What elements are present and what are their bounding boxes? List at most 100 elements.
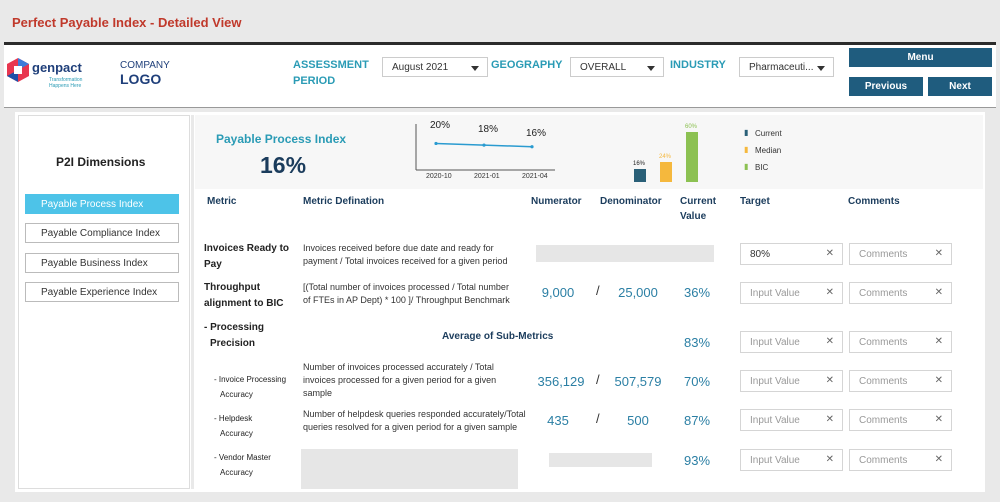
- trend-point: [530, 145, 534, 149]
- sidebar-divider: [191, 115, 194, 489]
- legend-bic: BIC: [755, 163, 769, 172]
- close-icon[interactable]: ✕: [934, 248, 943, 259]
- comments-input[interactable]: Comments ✕: [849, 409, 952, 431]
- legend-median: Median: [755, 146, 782, 155]
- chevron-down-icon: [817, 66, 825, 71]
- col-header-comments: Comments: [848, 196, 900, 207]
- x-tick-label: 2020-10: [426, 173, 452, 180]
- col-header-metric: Metric: [207, 196, 237, 207]
- geography-select[interactable]: OVERALL: [570, 57, 664, 77]
- numerator-value: 435: [547, 413, 569, 428]
- genpact-tagline: Transformation Happens Here: [49, 77, 83, 89]
- target-input[interactable]: 80% ✕: [740, 243, 843, 265]
- current-value: 70%: [683, 374, 711, 389]
- header-bar: genpact Transformation Happens Here COMP…: [4, 42, 996, 108]
- summary-panel: [195, 115, 983, 189]
- col-header-current-value: Current Value: [680, 196, 717, 222]
- close-icon[interactable]: ✕: [825, 414, 834, 425]
- sidebar-item-payable-process-index[interactable]: Payable Process Index: [25, 194, 179, 214]
- legend-current: Current: [755, 129, 782, 138]
- chevron-down-icon: [471, 66, 479, 71]
- page-title: Perfect Payable Index - Detailed View: [12, 15, 242, 30]
- previous-button[interactable]: Previous: [849, 77, 923, 96]
- bar-label-bic: 60%: [685, 123, 698, 130]
- close-icon[interactable]: ✕: [934, 287, 943, 298]
- bar-median: [660, 161, 672, 182]
- close-icon[interactable]: ✕: [934, 454, 943, 465]
- close-icon[interactable]: ✕: [934, 414, 943, 425]
- bar-label-current: 16%: [633, 160, 646, 167]
- col-header-definition: Metric Defination: [303, 196, 385, 207]
- bar-chart-icon: ▮: [744, 145, 749, 154]
- company-logo-bottom: LOGO: [120, 71, 162, 87]
- genpact-logo-text: genpact: [32, 60, 82, 75]
- trend-point: [434, 141, 438, 146]
- bar-chart-icon: ▮: [744, 128, 749, 137]
- current-value: 83%: [683, 335, 711, 350]
- divider-slash: /: [596, 283, 600, 298]
- next-button[interactable]: Next: [928, 77, 992, 96]
- close-icon[interactable]: ✕: [825, 248, 834, 259]
- divider-slash: /: [596, 372, 600, 387]
- trend-line-chart: [415, 124, 555, 171]
- target-input[interactable]: Input Value ✕: [740, 331, 843, 353]
- close-icon[interactable]: ✕: [825, 375, 834, 386]
- col-header-denominator: Denominator: [600, 196, 662, 207]
- data-label: 18%: [478, 124, 499, 135]
- chevron-down-icon: [647, 66, 655, 71]
- divider-slash: /: [596, 411, 600, 426]
- trend-point: [482, 143, 486, 147]
- current-value: 87%: [683, 413, 711, 428]
- current-value: 36%: [683, 285, 711, 300]
- x-tick-label: 2021-04: [522, 173, 548, 180]
- denominator-value: 25,000: [618, 285, 658, 300]
- assessment-period-select[interactable]: August 2021: [382, 57, 488, 77]
- genpact-logo-icon: [6, 57, 30, 83]
- close-icon[interactable]: ✕: [934, 375, 943, 386]
- x-tick-label: 2021-01: [474, 173, 500, 180]
- sidebar-item-payable-business-index[interactable]: Payable Business Index: [25, 253, 179, 273]
- benchmark-bar-chart: 16% 24% 60%: [630, 124, 700, 182]
- col-header-numerator: Numerator: [531, 196, 582, 207]
- bar-bic: [686, 131, 698, 182]
- value-placeholder-bar: [549, 453, 652, 467]
- target-input[interactable]: Input Value ✕: [740, 449, 843, 471]
- sidebar-item-payable-compliance-index[interactable]: Payable Compliance Index: [25, 223, 179, 243]
- index-value: 16%: [260, 152, 307, 178]
- index-title: Payable Process Index: [216, 132, 347, 146]
- geography-label: GEOGRAPHY: [491, 59, 563, 71]
- comments-input[interactable]: Comments ✕: [849, 449, 952, 471]
- close-icon[interactable]: ✕: [825, 336, 834, 347]
- bar-label-median: 24%: [659, 153, 672, 160]
- comments-input[interactable]: Comments ✕: [849, 370, 952, 392]
- sub-metric-name: - Vendor Master Accuracy: [214, 453, 271, 477]
- target-input[interactable]: Input Value ✕: [740, 282, 843, 304]
- comments-input[interactable]: Comments ✕: [849, 243, 952, 265]
- sub-metric-name: - Invoice Processing Accuracy: [214, 375, 287, 399]
- comments-input[interactable]: Comments ✕: [849, 331, 952, 353]
- close-icon[interactable]: ✕: [825, 454, 834, 465]
- company-logo-top: COMPANY: [120, 60, 170, 71]
- data-label: 16%: [526, 128, 547, 139]
- target-input[interactable]: Input Value ✕: [740, 370, 843, 392]
- sidebar-title: P2I Dimensions: [56, 155, 146, 169]
- sidebar-item-payable-experience-index[interactable]: Payable Experience Index: [25, 282, 179, 302]
- denominator-value: 500: [627, 413, 649, 428]
- metric-name: Throughput alignment to BIC: [204, 282, 284, 309]
- close-icon[interactable]: ✕: [934, 336, 943, 347]
- metric-name: - Processing Precision: [204, 322, 265, 349]
- definition-placeholder-bar: [301, 449, 518, 489]
- metric-definition: [(Total number of invoices processed / T…: [303, 282, 510, 305]
- numerator-value: 356,129: [537, 374, 585, 389]
- denominator-value: 507,579: [614, 374, 662, 389]
- bar-chart-icon: ▮: [744, 162, 749, 171]
- comments-input[interactable]: Comments ✕: [849, 282, 952, 304]
- value-placeholder-bar: [536, 245, 714, 262]
- menu-button[interactable]: Menu: [849, 48, 992, 67]
- metric-name: Invoices Ready to Pay: [204, 243, 290, 270]
- industry-select[interactable]: Pharmaceuti...: [739, 57, 834, 77]
- target-input[interactable]: Input Value ✕: [740, 409, 843, 431]
- industry-label: INDUSTRY: [670, 59, 726, 71]
- sidebar: [18, 115, 190, 489]
- close-icon[interactable]: ✕: [825, 287, 834, 298]
